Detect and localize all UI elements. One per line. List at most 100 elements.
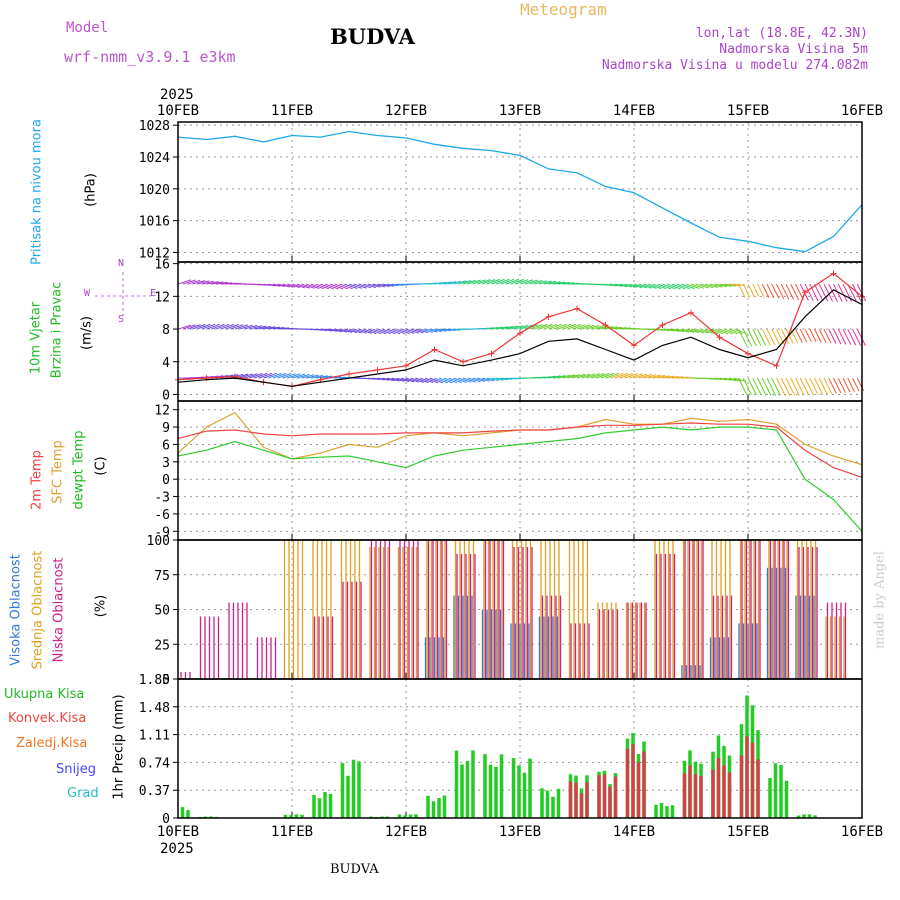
wind-barb xyxy=(814,328,822,343)
precip-total-bar xyxy=(528,758,532,818)
y-tick-label: -3 xyxy=(154,491,170,506)
precip-total-bar xyxy=(460,764,464,818)
precip-total-bar xyxy=(494,766,498,818)
wind-barb xyxy=(524,279,538,285)
wind-barb xyxy=(439,328,451,332)
wind-barb xyxy=(211,281,224,285)
wind-barb xyxy=(277,327,289,330)
wind-barb xyxy=(847,328,857,346)
wind-barb xyxy=(434,281,447,285)
wind-barb xyxy=(448,377,462,384)
y-tick-label: 1024 xyxy=(139,151,170,166)
wind-barb xyxy=(310,283,325,290)
wind-barb xyxy=(785,328,794,344)
precip-unit: 1hr Precip (mm) xyxy=(111,694,127,800)
wind-barb xyxy=(690,283,705,289)
wind-barb xyxy=(434,377,448,384)
mid-cloud-axis-label: Srednja Oblacnost xyxy=(30,550,46,670)
wind-barb xyxy=(671,376,684,379)
precip-total-bar xyxy=(654,804,658,818)
wind-barb xyxy=(192,324,206,330)
precip-total-bar xyxy=(340,763,345,818)
wind-barb xyxy=(761,328,771,346)
wind-barb xyxy=(367,328,382,335)
wind-barb xyxy=(757,283,765,298)
wind-barb xyxy=(472,279,486,285)
wind-barb xyxy=(339,283,353,290)
y-tick-label: 1016 xyxy=(139,215,170,230)
wind-barb xyxy=(353,328,367,334)
wind-barb xyxy=(177,324,191,330)
precip-convective-bar xyxy=(682,773,687,818)
wind-barb xyxy=(700,328,714,334)
x-year-label-bottom: 2025 xyxy=(160,841,194,857)
y-tick-label: 1028 xyxy=(139,119,170,134)
wind-barb xyxy=(363,328,377,335)
x-date-label-bottom: 16FEB xyxy=(841,824,883,840)
wind-barb xyxy=(600,326,614,330)
wind-barb xyxy=(282,373,296,379)
wind-gust-marker xyxy=(574,305,580,312)
wind-barb xyxy=(272,283,286,287)
wind-barb xyxy=(344,283,358,289)
wind-barb xyxy=(719,283,732,287)
precip-total-bar xyxy=(511,758,516,818)
wind-barb xyxy=(714,328,729,335)
wind-barb xyxy=(196,280,210,285)
wind-barb xyxy=(595,325,609,330)
wind-barb xyxy=(833,283,843,302)
precip-total-bar xyxy=(300,814,304,818)
wind-barb xyxy=(662,375,675,379)
wind-barb xyxy=(738,377,748,395)
precip-total-bar xyxy=(351,759,356,818)
precip-total-bar xyxy=(659,803,664,818)
wind-barb xyxy=(681,283,695,290)
wind-barb xyxy=(842,328,852,345)
wind-barb xyxy=(690,328,704,334)
wind-barb xyxy=(486,377,499,381)
wind-barb xyxy=(439,281,452,285)
wind-barb xyxy=(272,372,287,379)
wind-barb xyxy=(667,328,680,332)
y-tick-label: 9 xyxy=(162,421,170,436)
wind-barb xyxy=(553,323,567,330)
wind-barb xyxy=(367,283,381,288)
y-tick-label: -9 xyxy=(154,525,170,540)
wind-barb xyxy=(842,377,851,393)
t2m-axis-label: 2m Temp xyxy=(29,450,45,510)
precip-total-bar xyxy=(522,772,527,818)
wind-barb xyxy=(652,374,666,379)
wind-barb xyxy=(282,283,296,288)
wind-barb xyxy=(629,283,643,289)
wind-barb xyxy=(429,377,444,384)
wind-barb xyxy=(211,323,225,330)
wind-barb xyxy=(500,377,513,380)
wind-barb xyxy=(477,279,491,285)
wind-barb xyxy=(249,373,263,379)
y-tick-label: 8 xyxy=(162,323,170,338)
wind-barb xyxy=(776,283,785,300)
cloud-unit: (%) xyxy=(93,594,109,618)
wind-barb xyxy=(761,377,772,396)
wind-barb xyxy=(424,328,438,333)
wind-barb xyxy=(823,328,832,344)
wind-barb xyxy=(828,377,837,394)
wind-barb xyxy=(268,283,281,287)
wind-barb xyxy=(496,326,509,330)
wind-gust-marker xyxy=(773,362,780,369)
wind-barb xyxy=(239,324,253,330)
wind-barb xyxy=(785,283,795,300)
dewpt-axis-label: dewpt Temp xyxy=(71,430,87,510)
panel-frame xyxy=(177,121,863,263)
wind-barb xyxy=(804,328,812,342)
wind-barb xyxy=(391,283,404,286)
precip-convective-bar xyxy=(602,774,607,818)
wind-barb xyxy=(557,281,570,285)
y-tick-label: 12 xyxy=(154,404,170,419)
wind-barb xyxy=(605,326,618,330)
wind-barb xyxy=(809,283,819,302)
x-date-label-bottom: 13FEB xyxy=(499,824,541,840)
wind-barb xyxy=(738,328,748,347)
wind-barb xyxy=(614,372,629,379)
wind-barb xyxy=(467,377,481,383)
